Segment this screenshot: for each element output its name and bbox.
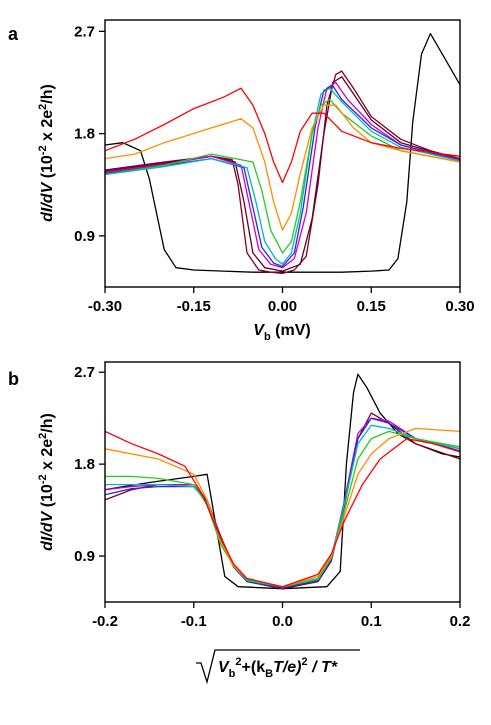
sqrt-radical-sign [196,649,360,685]
panel-a-x-tick-label: -0.30 [88,298,122,315]
panel-a-y-tick-label: 0.9 [74,228,95,245]
panel-b-plot-area [104,373,461,590]
panel-b-series-line-5 [105,430,461,588]
panel-a-series-line-0 [104,32,461,273]
panel-a-letter: a [8,24,19,44]
panel-a: a -0.30 -0.15 0.00 0.15 0.30 0.9 1.8 2.7 Vb (m… [8,19,475,343]
panel-a-series-line-4 [104,85,461,268]
panel-b-x-tick-label: 0.2 [450,613,471,630]
panel-a-y-ticks: 0.9 1.8 2.7 [74,23,105,245]
panel-a-x-tick-label: 0.00 [268,298,297,315]
panel-b-x-tick-label: -0.2 [92,613,118,630]
panel-b-y-ticks: 0.9 1.8 2.7 [74,364,105,565]
panel-a-series-line-5 [104,87,461,265]
panel-b-y-axis-title: dI/dV (10-2 x 2e2/h) [37,413,56,551]
panel-b-series-line-4 [105,424,461,588]
panel-b-series-line-7 [104,430,461,588]
panel-b-letter: b [8,369,19,389]
panel-b-x-tick-label: -0.1 [181,613,207,630]
panel-a-x-tick-label: 0.15 [357,298,386,315]
panel-b-y-tick-label: 1.8 [74,456,95,473]
panel-a-frame [104,19,461,288]
panel-b-x-tick-label: 0.1 [361,613,382,630]
panel-a-series-line-2 [104,76,461,272]
panel-a-x-tick-label: 0.30 [445,298,474,315]
panel-b-y-tick-label: 2.7 [74,364,95,381]
panel-b-x-axis-formula: Vb2+(kBT/e)2 / T* [218,656,338,680]
panel-a-y-axis-title: dI/dV (10-2 x 2e2/h) [37,84,56,222]
panel-a-plot-area [104,32,461,275]
panel-a-x-axis-title: Vb (mV) [253,322,310,343]
panel-a-series-line-8 [104,87,461,184]
panel-a-series-line-1 [104,70,461,275]
panel-b-frame [104,361,461,603]
panel-b-y-tick-label: 0.9 [74,548,95,565]
panel-b-series-line-0 [104,373,461,590]
panel-a-series-line-3 [104,81,461,269]
panel-a-series-line-6 [104,98,461,254]
panel-b-x-axis-title: Vb2+(kBT/e)2 / T* [196,649,360,685]
panel-b: b -0.2 -0.1 0.0 0.1 0.2 0.9 1.8 2.7 Vb2+(kBT/e… [8,361,470,685]
panel-a-x-ticks: -0.30 -0.15 0.00 0.15 0.30 [88,287,475,315]
panel-b-series-line-2 [104,417,461,589]
panel-b-x-tick-label: 0.0 [272,613,293,630]
panel-a-y-tick-label: 1.8 [74,126,95,143]
panel-b-series-line-3 [104,417,461,589]
panel-a-x-tick-label: -0.15 [177,298,211,315]
panel-a-series-line-7 [104,104,461,231]
panel-b-x-ticks: -0.2 -0.1 0.0 0.1 0.2 [92,602,470,630]
panel-b-series-line-6 [104,427,461,588]
panel-a-y-tick-label: 2.7 [74,23,95,40]
